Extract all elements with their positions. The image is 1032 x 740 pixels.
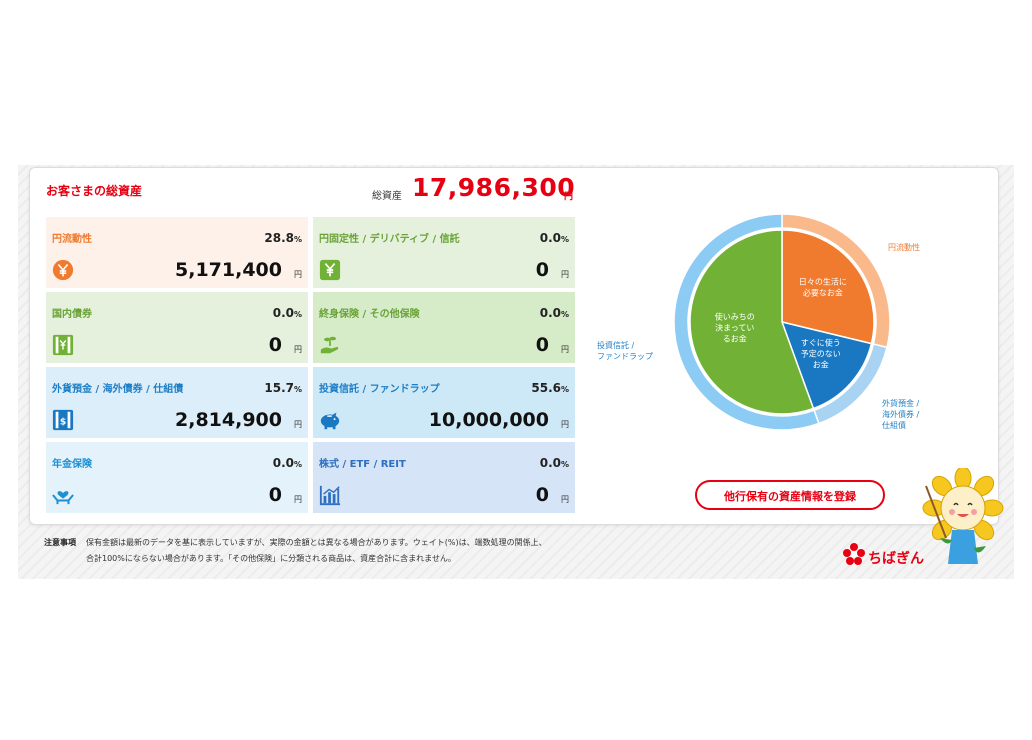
tile-unit: 円 (294, 270, 302, 279)
total-assets-value: 17,986,300 (412, 173, 576, 202)
tile-name: 外貨預金 / 海外債券 / 仕組債 (52, 384, 184, 395)
tile-stocks[interactable]: 株式 / ETF / REIT 0.0% 0 円 (313, 442, 575, 513)
tile-insurance[interactable]: 終身保険 / その他保険 0.0% 0 円 (313, 292, 575, 363)
tile-value: 5,171,400 (175, 259, 282, 281)
yen-bond-icon (52, 334, 74, 356)
bar-chart-icon (319, 485, 341, 506)
notes-line-1: 保有金額は最新のデータを基に表示していますが、実際の金額とは異なる場合があります… (86, 538, 547, 547)
pie-label-foreign: 外貨預金 / 海外債券 / 仕組債 (882, 399, 920, 430)
tile-percentage: 0.0% (272, 306, 302, 320)
tile-percentage: 0.0% (539, 456, 569, 470)
tile-yen-liquid[interactable]: 円流動性 28.8% 5,171,400 円 (46, 217, 308, 288)
tile-unit: 円 (294, 345, 302, 354)
tile-funds[interactable]: 投資信託 / ファンドラップ 55.6% 10,000,000 円 (313, 367, 575, 438)
tile-unit: 円 (294, 420, 302, 429)
chibagin-logo-icon (843, 543, 865, 565)
tile-unit: 円 (561, 270, 569, 279)
total-assets-unit: 円 (564, 192, 574, 202)
inner-slice-1 (780, 320, 873, 410)
outer-slice-2 (673, 213, 820, 431)
asset-pie-chart: 日々の生活に必要なお金すぐに使う予定のないお金 使いみちの決まっているお金 (672, 212, 892, 432)
inner-slice-0 (781, 229, 875, 345)
tile-value: 0 (268, 484, 282, 506)
tile-value: 10,000,000 (428, 409, 549, 431)
tile-percentage: 0.0% (539, 231, 569, 245)
tile-unit: 円 (561, 420, 569, 429)
tile-percentage: 0.0% (272, 456, 302, 470)
page-title: お客さまの総資産 (46, 184, 143, 198)
tile-percentage: 0.0% (539, 306, 569, 320)
tile-unit: 円 (561, 495, 569, 504)
tile-name: 国内債券 (52, 309, 92, 320)
pie-label-yen-liquid: 円流動性 (888, 243, 920, 252)
yen-square-icon (319, 259, 341, 281)
tile-name: 終身保険 / その他保険 (319, 309, 420, 320)
tile-value: 0 (535, 334, 549, 356)
tile-percentage: 55.6% (531, 381, 569, 395)
pie-inner-label-0: 日々の生活に必要なお金 (799, 276, 847, 297)
tile-percentage: 15.7% (264, 381, 302, 395)
tile-name: 株式 / ETF / REIT (319, 459, 406, 470)
total-assets-label: 総資産 (372, 191, 402, 202)
tile-value: 0 (268, 334, 282, 356)
hands-heart-icon (52, 491, 74, 505)
tile-value: 2,814,900 (175, 409, 282, 431)
pie-inner-label-2: 使いみちの決まっているお金 (715, 311, 755, 343)
tile-yen-fixed[interactable]: 円固定性 / デリバティブ / 信託 0.0% 0 円 (313, 217, 575, 288)
svg-text:$: $ (60, 417, 66, 428)
pie-inner-label-1: すぐに使う予定のないお金 (801, 338, 841, 370)
sunflower-mascot-icon (922, 468, 1004, 564)
pie-label-fund: 投資信託 / ファンドラップ (597, 341, 653, 361)
inner-slice-2 (689, 229, 815, 415)
tile-unit: 円 (561, 345, 569, 354)
tile-name: 投資信託 / ファンドラップ (319, 384, 440, 395)
tile-value: 0 (535, 484, 549, 506)
dollar-bond-icon: $ (52, 409, 74, 431)
piggy-bank-icon (320, 412, 340, 430)
notes-line-2: 合計100%にならない場合があります。「その他保険」に分類される商品は、資産合計… (86, 554, 456, 563)
tile-value: 0 (535, 259, 549, 281)
tile-unit: 円 (294, 495, 302, 504)
brand-name: ちばぎん (868, 551, 924, 567)
tile-percentage: 28.8% (264, 231, 302, 245)
tile-domestic-bonds[interactable]: 国内債券 0.0% 0 円 (46, 292, 308, 363)
hand-plant-icon (320, 336, 339, 354)
yen-coin-icon (52, 259, 74, 281)
notes-heading: 注意事項 (44, 538, 76, 547)
tile-name: 円流動性 (52, 234, 92, 245)
tile-pension[interactable]: 年金保険 0.0% 0 円 (46, 442, 308, 513)
register-other-bank-assets-button[interactable]: 他行保有の資産情報を登録 (695, 480, 885, 510)
tile-name: 円固定性 / デリバティブ / 信託 (319, 234, 460, 245)
tile-name: 年金保険 (52, 459, 92, 470)
tile-foreign[interactable]: 外貨預金 / 海外債券 / 仕組債 15.7% $ 2,814,900 円 (46, 367, 308, 438)
